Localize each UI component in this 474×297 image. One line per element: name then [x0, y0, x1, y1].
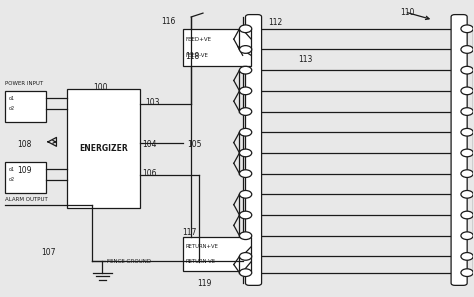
Circle shape [239, 211, 252, 219]
Circle shape [239, 128, 252, 136]
Text: 103: 103 [145, 98, 159, 107]
Circle shape [461, 87, 473, 95]
Circle shape [239, 190, 252, 198]
Text: RETURN-VE: RETURN-VE [185, 259, 215, 264]
Text: 117: 117 [182, 228, 197, 237]
Text: 113: 113 [299, 55, 313, 64]
Text: o2: o2 [9, 106, 15, 111]
Text: 118: 118 [185, 53, 199, 61]
Text: FEED-VE: FEED-VE [185, 53, 208, 58]
Circle shape [461, 66, 473, 74]
Text: FEED+VE: FEED+VE [185, 37, 211, 42]
Text: 108: 108 [17, 140, 32, 148]
Text: 105: 105 [187, 140, 202, 148]
Circle shape [239, 252, 252, 260]
Circle shape [239, 108, 252, 116]
Circle shape [461, 149, 473, 157]
Text: o2: o2 [9, 177, 15, 182]
Circle shape [239, 149, 252, 157]
Text: 104: 104 [143, 140, 157, 148]
Text: 119: 119 [197, 279, 211, 287]
Text: 110: 110 [400, 8, 414, 17]
Circle shape [461, 252, 473, 260]
Circle shape [461, 190, 473, 198]
Circle shape [461, 128, 473, 136]
Circle shape [239, 25, 252, 33]
Circle shape [461, 108, 473, 116]
Text: 106: 106 [143, 169, 157, 178]
Text: o1: o1 [9, 167, 15, 172]
Circle shape [239, 87, 252, 95]
Circle shape [461, 46, 473, 53]
FancyBboxPatch shape [5, 162, 46, 193]
Text: 116: 116 [161, 17, 176, 26]
Text: 100: 100 [93, 83, 107, 92]
Text: FENCE GROUND: FENCE GROUND [107, 259, 151, 264]
Text: o1: o1 [9, 96, 15, 101]
Text: 107: 107 [41, 247, 55, 257]
Text: 109: 109 [17, 166, 32, 175]
FancyBboxPatch shape [182, 237, 251, 271]
FancyBboxPatch shape [67, 89, 140, 208]
FancyBboxPatch shape [451, 15, 467, 285]
Circle shape [461, 269, 473, 277]
Circle shape [239, 232, 252, 240]
FancyBboxPatch shape [182, 29, 251, 66]
Circle shape [239, 170, 252, 178]
Circle shape [239, 66, 252, 74]
Text: POWER INPUT: POWER INPUT [5, 80, 44, 86]
Circle shape [239, 46, 252, 53]
FancyBboxPatch shape [5, 91, 46, 122]
Circle shape [461, 232, 473, 240]
Text: ALARM OUTPUT: ALARM OUTPUT [5, 197, 48, 202]
Text: RETURN+VE: RETURN+VE [185, 244, 218, 249]
Text: ENERGIZER: ENERGIZER [79, 144, 128, 153]
Text: 112: 112 [268, 18, 282, 27]
Circle shape [461, 25, 473, 33]
FancyBboxPatch shape [246, 15, 262, 285]
Circle shape [239, 269, 252, 277]
Circle shape [461, 211, 473, 219]
Circle shape [461, 170, 473, 178]
